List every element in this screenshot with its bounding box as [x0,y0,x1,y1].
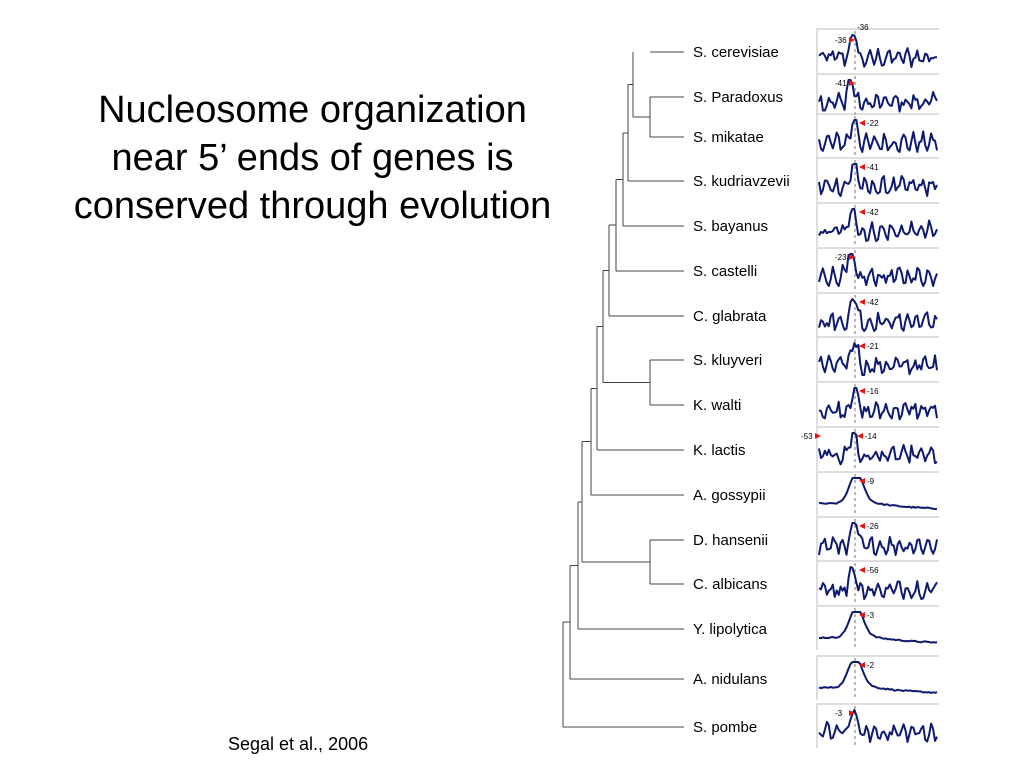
panel-frame [816,73,939,118]
tss-marker [859,612,865,618]
tss-marker [815,433,821,439]
panel-frame [816,560,939,605]
offset-label: -9 [867,477,875,486]
tss-marker [859,120,865,126]
citation: Segal et al., 2006 [228,734,369,754]
panel-frame [816,655,939,700]
panel-frame [816,202,939,247]
panel-frame [816,292,939,337]
offset-label: -42 [867,208,879,217]
nucleosome-profile [818,611,938,644]
nucleosome-profile [818,432,938,466]
species-label: D. hansenii [693,532,768,549]
title-line-3: conserved through evolution [73,185,552,227]
nucleosome-profile [818,709,938,743]
panel-frame [816,336,939,381]
nucleosome-profile [818,163,938,197]
offset-label: -16 [867,387,879,396]
offset-label: -22 [867,119,879,128]
species-label: C. glabrata [693,308,767,325]
nucleosome-profile [818,298,938,332]
offset-label: -14 [865,432,877,441]
species-label: A. nidulans [693,671,767,688]
title-line-2: near 5’ ends of genes is [111,137,514,179]
offset-label: -21 [867,342,879,351]
tss-marker [859,662,865,668]
offset-label: -3 [867,611,875,620]
nucleosome-profile [818,566,938,600]
title-line-1: Nucleosome organization [98,89,527,131]
species-label: S. bayanus [693,218,768,235]
species-label: S. Paradoxus [693,89,783,106]
tss-marker [859,343,865,349]
nucleosome-profile [818,522,938,556]
offset-label: -53 [801,432,813,441]
tss-marker [849,80,855,86]
offset-label: -26 [867,522,879,531]
panel-frame [816,381,939,426]
panel-frame [816,471,939,516]
panel-frame [816,247,939,292]
panel-frame [816,113,939,158]
species-label: C. albicans [693,576,767,593]
tss-marker [857,433,863,439]
nucleosome-profile [818,119,938,153]
species-label: Y. lipolytica [693,621,768,638]
nucleosome-profile [818,34,937,68]
panel-frame [816,703,939,748]
offset-label: -3 [835,709,843,718]
slide-title: Nucleosome organization near 5’ ends of … [40,86,585,230]
species-label: S. kudriavzevii [693,173,790,190]
offset-label: -2 [867,661,875,670]
offset-label: -23 [835,253,847,262]
species-label: S. cerevisiae [693,44,779,61]
nucleosome-profile [818,387,938,421]
nucleosome-profile [818,342,938,376]
species-label: S. mikatae [693,129,764,146]
tss-marker [859,567,865,573]
offset-label: -41 [835,79,847,88]
tss-marker [859,209,865,215]
tss-marker [859,523,865,529]
panel-frame [816,516,939,561]
species-label: A. gossypii [693,487,766,504]
species-label: K. walti [693,397,741,414]
nucleosome-profile [818,477,938,511]
species-label: S. castelli [693,263,757,280]
panel-frame [816,605,939,650]
panel-frame [816,157,939,202]
offset-label: -36 [835,36,847,45]
tss-marker [849,37,855,43]
nucleosome-profile [818,208,938,242]
nucleosome-profile [818,661,938,694]
offset-label: -56 [867,566,879,575]
offset-label: -41 [867,163,879,172]
tss-marker [859,478,865,484]
panel-frame [816,426,939,471]
offset-label: -36 [857,23,869,32]
nucleosome-profile [818,79,938,113]
species-label: S. pombe [693,719,757,736]
tss-marker [849,254,855,260]
species-label: S. kluyveri [693,352,762,369]
nucleosome-profile [818,253,938,287]
tss-marker [859,164,865,170]
panel-frame [816,28,939,73]
tss-marker [849,710,855,716]
tss-marker [859,299,865,305]
tss-marker [859,388,865,394]
species-label: K. lactis [693,442,746,459]
offset-label: -42 [867,298,879,307]
